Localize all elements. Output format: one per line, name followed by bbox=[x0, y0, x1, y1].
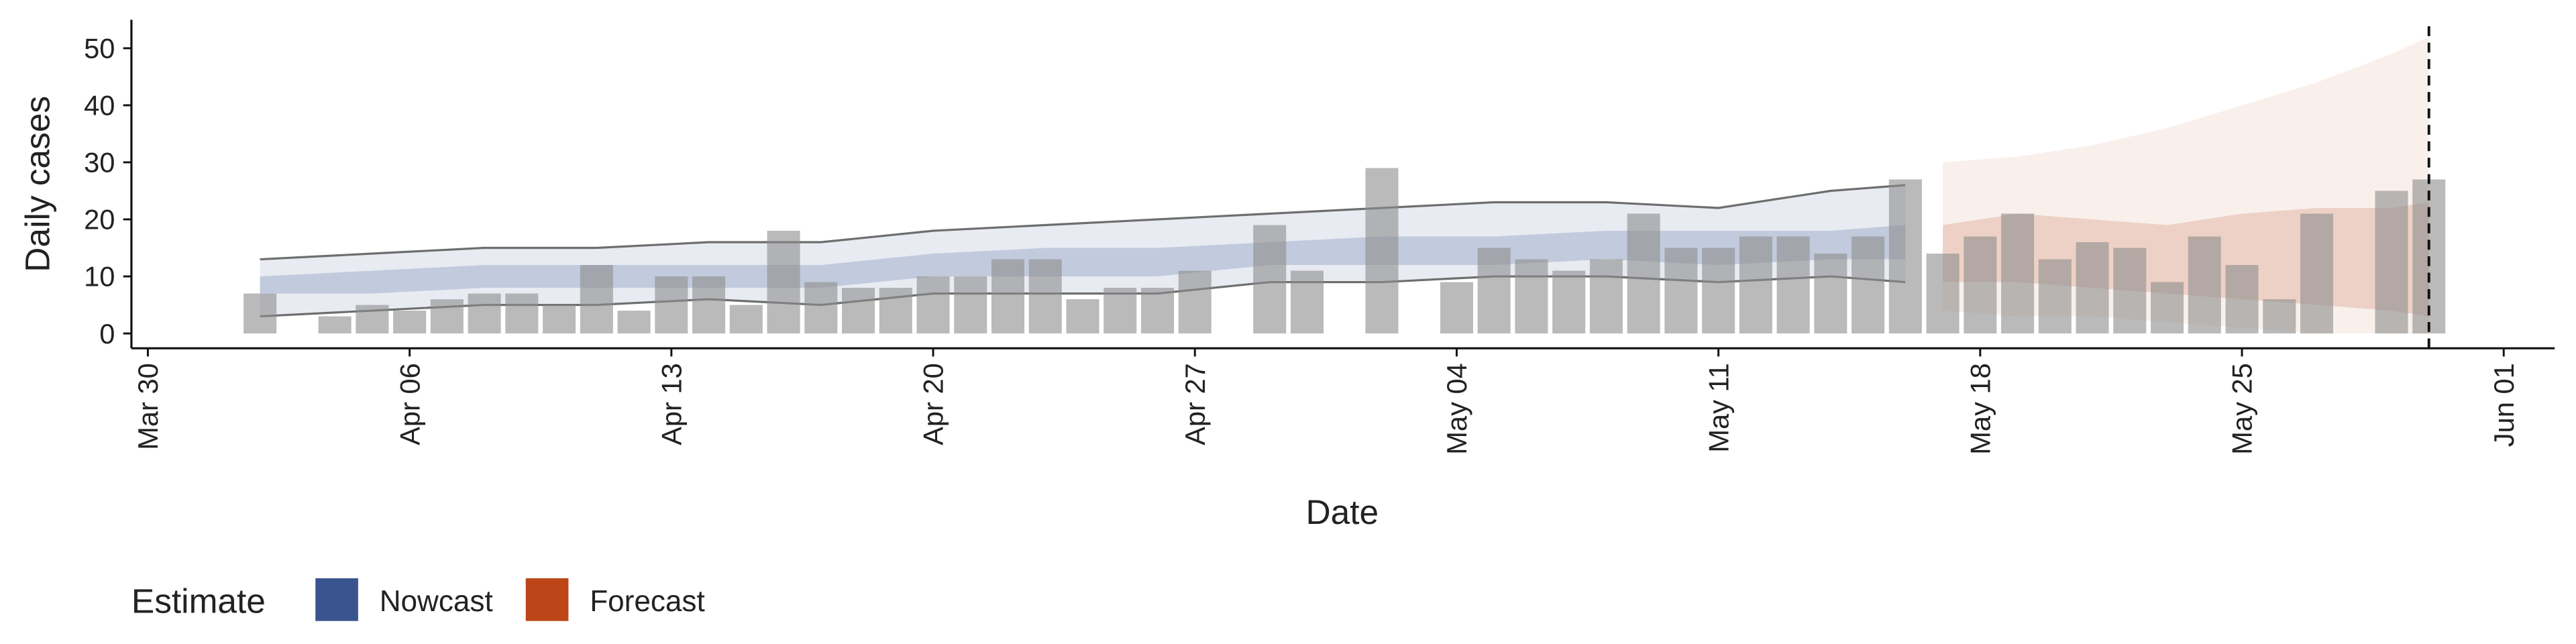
bar bbox=[393, 311, 427, 334]
bar bbox=[1851, 236, 1885, 334]
x-tick-label: Apr 13 bbox=[656, 363, 688, 445]
bar bbox=[1477, 248, 1511, 334]
y-tick-label: 10 bbox=[84, 261, 115, 292]
x-axis-title: Date bbox=[1306, 492, 1379, 531]
bar bbox=[1290, 270, 1324, 334]
bar bbox=[1440, 282, 1473, 334]
bar bbox=[580, 265, 613, 334]
x-tick-label: May 18 bbox=[1965, 363, 1996, 455]
bar bbox=[356, 305, 389, 334]
bar bbox=[1926, 254, 1960, 334]
legend-swatch bbox=[525, 578, 569, 621]
bar bbox=[468, 293, 501, 334]
bar bbox=[430, 299, 464, 334]
y-tick-label: 30 bbox=[84, 147, 115, 178]
bar bbox=[655, 276, 688, 334]
bar bbox=[505, 293, 539, 334]
bar bbox=[244, 293, 277, 334]
x-tick-label: May 04 bbox=[1441, 363, 1472, 455]
bar bbox=[991, 259, 1025, 334]
bar bbox=[1739, 236, 1772, 334]
y-tick-label: 50 bbox=[84, 33, 115, 64]
x-tick-label: May 25 bbox=[2226, 363, 2258, 455]
bar bbox=[842, 288, 875, 334]
bar bbox=[1702, 248, 1735, 334]
bar bbox=[2375, 191, 2408, 334]
y-tick-label: 20 bbox=[84, 204, 115, 235]
y-tick-label: 0 bbox=[99, 318, 115, 350]
bar bbox=[1104, 288, 1137, 334]
bar bbox=[1814, 254, 1847, 334]
bar bbox=[1253, 225, 1287, 334]
bar bbox=[1365, 168, 1399, 334]
bar bbox=[1028, 259, 1062, 334]
bar bbox=[2113, 248, 2147, 334]
bar bbox=[729, 305, 763, 334]
x-tick-label: Mar 30 bbox=[132, 363, 164, 450]
legend-swatch bbox=[315, 578, 358, 621]
bar bbox=[692, 276, 726, 334]
band-line bbox=[260, 275, 1906, 318]
bar bbox=[804, 282, 838, 334]
bar bbox=[617, 311, 651, 334]
bar bbox=[916, 276, 950, 334]
bar bbox=[1627, 213, 1660, 334]
legend-label: Forecast bbox=[590, 585, 704, 618]
bar bbox=[2300, 213, 2334, 334]
bar bbox=[767, 231, 800, 334]
bar bbox=[318, 316, 352, 334]
bar bbox=[1664, 248, 1698, 334]
bar bbox=[1964, 236, 1997, 334]
bar bbox=[2001, 213, 2035, 334]
bar bbox=[1552, 270, 1586, 334]
bar bbox=[1589, 259, 1623, 334]
bar bbox=[2151, 282, 2184, 334]
bar bbox=[2038, 259, 2072, 334]
bar bbox=[879, 288, 912, 334]
bar bbox=[1178, 270, 1212, 334]
y-tick-label: 40 bbox=[84, 90, 115, 121]
bar bbox=[1515, 259, 1548, 334]
bar bbox=[1140, 288, 1175, 334]
x-tick-label: May 11 bbox=[1703, 363, 1734, 452]
x-tick-label: Jun 01 bbox=[2488, 363, 2520, 447]
band-line bbox=[260, 184, 1906, 261]
bar bbox=[1066, 299, 1099, 334]
x-tick-label: Apr 27 bbox=[1179, 363, 1211, 445]
bar bbox=[954, 276, 987, 334]
x-tick-label: Apr 20 bbox=[918, 363, 949, 445]
bar bbox=[2263, 299, 2296, 334]
bar bbox=[1888, 179, 1922, 334]
bar bbox=[543, 305, 576, 334]
bar bbox=[2076, 242, 2109, 334]
x-tick-label: Apr 06 bbox=[394, 363, 425, 445]
y-axis-title: Daily cases bbox=[17, 96, 56, 272]
bar bbox=[1776, 236, 1810, 334]
legend-title: Estimate bbox=[131, 581, 266, 620]
bar bbox=[2225, 265, 2259, 334]
legend-label: Nowcast bbox=[380, 585, 493, 618]
bar bbox=[2188, 236, 2221, 334]
